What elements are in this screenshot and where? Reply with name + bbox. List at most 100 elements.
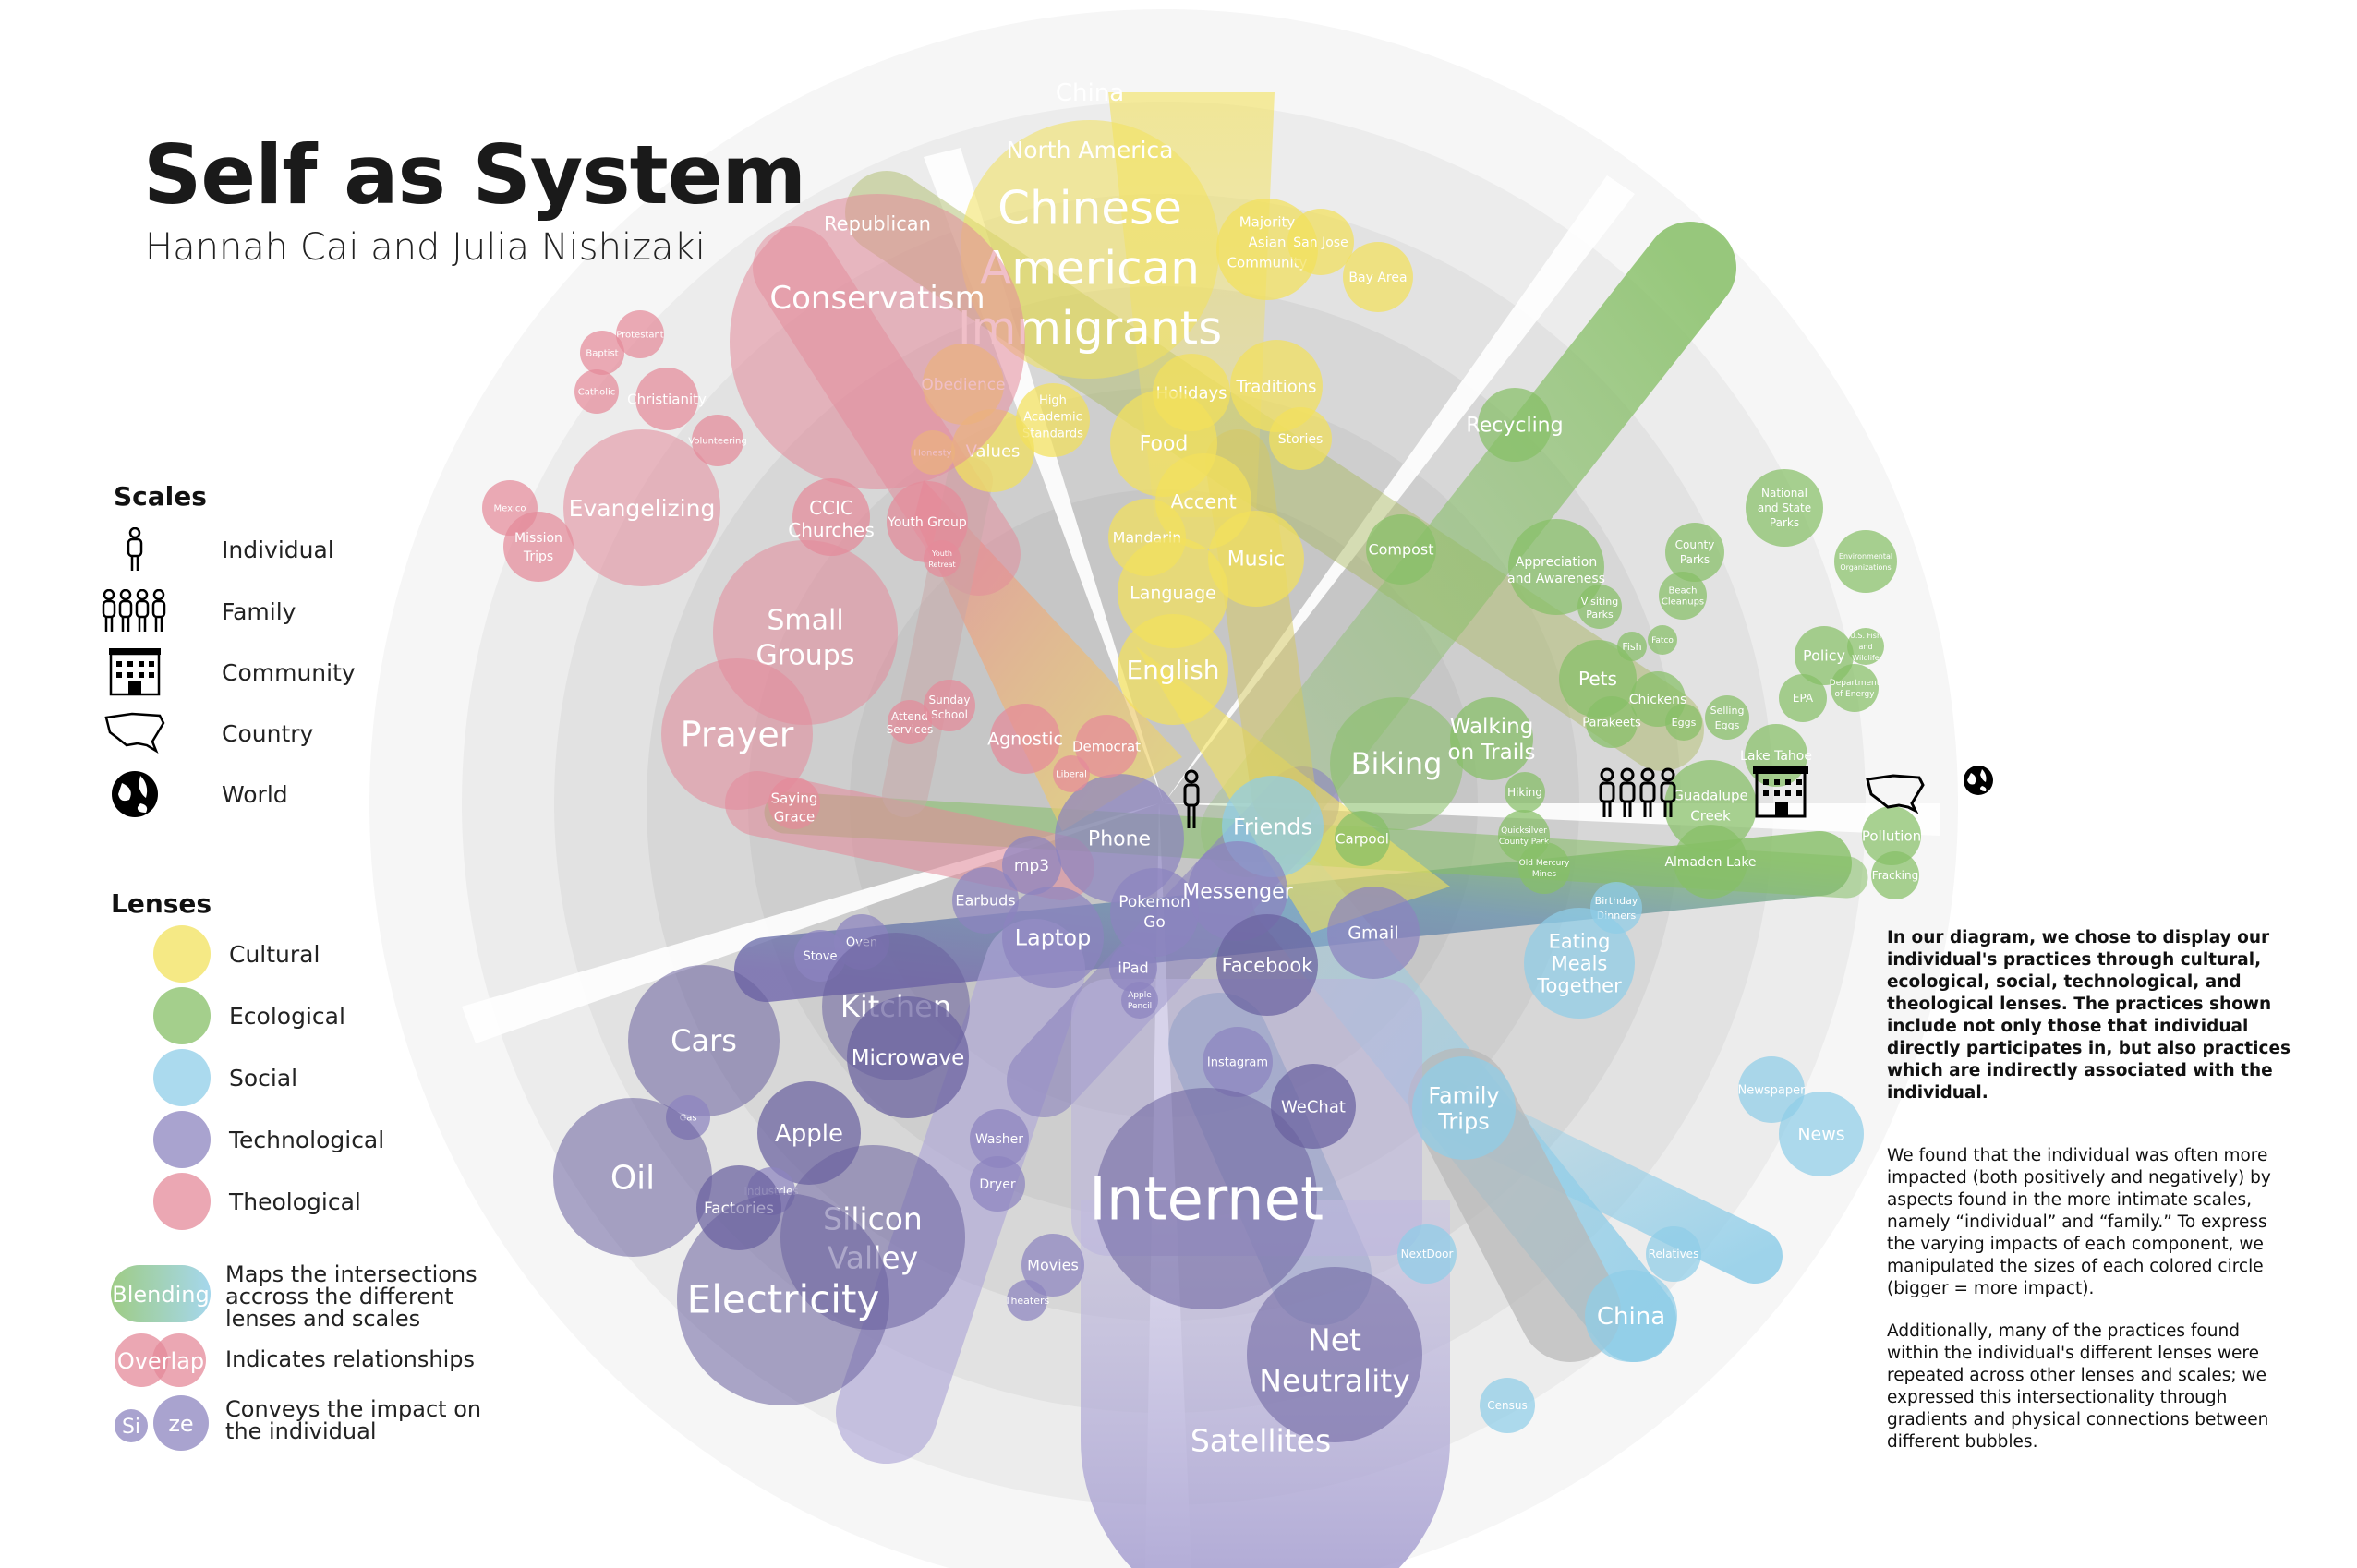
cultural-bubble-label: China bbox=[1056, 79, 1124, 107]
theological-bubble-label: Youth bbox=[931, 549, 952, 558]
ecological-bubble-label: Hiking bbox=[1507, 786, 1542, 799]
ecological-bubble-label: Pollution bbox=[1862, 827, 1921, 844]
social-bubble-label: Birthday bbox=[1595, 895, 1638, 907]
social-bubble-label: News bbox=[1797, 1125, 1844, 1145]
ecological-bubble bbox=[1831, 664, 1879, 712]
scale-country: Country bbox=[92, 706, 313, 761]
globe-icon bbox=[1964, 766, 1993, 795]
theological-bubble-label: Mission bbox=[514, 531, 562, 546]
lens-swatch bbox=[153, 1173, 211, 1230]
usa-map-icon bbox=[1866, 774, 1925, 814]
technological-bubble-label: Facebook bbox=[1222, 954, 1314, 976]
ecological-bubble-label: EPA bbox=[1793, 692, 1814, 705]
technological-bubble-label: Internet bbox=[1089, 1165, 1324, 1234]
cultural-bubble-label: English bbox=[1126, 655, 1219, 685]
ecological-bubble bbox=[1478, 388, 1552, 462]
theological-bubble bbox=[730, 194, 1025, 489]
ecological-bubble bbox=[1862, 806, 1921, 865]
cultural-bubble-label: Bay Area bbox=[1348, 271, 1407, 285]
ecological-bubble-label: Selling bbox=[1710, 705, 1745, 717]
ecological-bubble-label: and State bbox=[1758, 501, 1811, 514]
social-bubble-label: Newspaper bbox=[1738, 1084, 1807, 1098]
cultural-bubble bbox=[1343, 242, 1413, 312]
ecological-bubble bbox=[1518, 842, 1570, 894]
size-sample-small: Si bbox=[122, 1416, 140, 1439]
theological-bubble-label: Protestant bbox=[616, 331, 664, 341]
theological-bubble-label: Catholic bbox=[578, 388, 616, 398]
social-bubble bbox=[1480, 1378, 1535, 1433]
ecological-bubble bbox=[1450, 697, 1533, 780]
technological-bubble-label: Dryer bbox=[979, 1177, 1015, 1192]
ecological-bubble-label: Lake Tahoe bbox=[1740, 749, 1812, 764]
cultural-bubble-label: Music bbox=[1227, 549, 1286, 572]
technological-bubble-label: Pencil bbox=[1128, 1002, 1152, 1011]
technological-bubble bbox=[1247, 1267, 1422, 1442]
size-sample-large: ze bbox=[168, 1411, 193, 1437]
theological-bubble-label: Liberal bbox=[1056, 770, 1087, 780]
ecological-bubble-label: Fatco bbox=[1651, 636, 1674, 645]
ecological-bubble-label: National bbox=[1761, 487, 1807, 500]
description-paragraph-3: Additionally, many of the practices foun… bbox=[1887, 1321, 2269, 1452]
person-icon bbox=[1183, 769, 1200, 828]
theological-bubble-label: Democrat bbox=[1072, 738, 1141, 754]
building-icon bbox=[92, 645, 177, 700]
ecological-bubble-label: Chickens bbox=[1629, 693, 1687, 707]
technological-bubble-label: Go bbox=[1143, 913, 1166, 932]
lens-theological: Theological bbox=[153, 1173, 361, 1230]
scale-label: Country bbox=[222, 719, 314, 747]
theological-bubble-label: Retreat bbox=[928, 561, 955, 569]
cultural-bubble-label: Accent bbox=[1170, 490, 1237, 513]
cultural-bubble-label: Stories bbox=[1278, 432, 1324, 447]
authors: Hannah Cai and Julia Nishizaki bbox=[145, 226, 706, 269]
cultural-bubble-label: American bbox=[980, 242, 1200, 296]
cultural-bubble bbox=[1269, 407, 1332, 470]
theological-bubble bbox=[888, 700, 932, 744]
social-bubble bbox=[1585, 1270, 1677, 1362]
lens-cultural: Cultural bbox=[153, 925, 320, 983]
technological-bubble bbox=[553, 1098, 712, 1257]
technological-bubble-label: Net bbox=[1308, 1322, 1361, 1358]
theological-bubble-label: Services bbox=[887, 723, 934, 736]
theological-bubble-label: Churches bbox=[788, 519, 875, 541]
overlap-sample-text: Overlap bbox=[117, 1348, 204, 1374]
lens-swatch bbox=[153, 1049, 211, 1106]
social-bubble-label: China bbox=[1597, 1303, 1665, 1331]
ecological-bubble-label: Department bbox=[1830, 679, 1880, 688]
lens-label: Theological bbox=[229, 1188, 361, 1215]
technological-bubble-label: Cars bbox=[671, 1023, 737, 1058]
technological-bubble-label: Instagram bbox=[1207, 1056, 1268, 1070]
cultural-bubble-label: Traditions bbox=[1235, 377, 1316, 396]
lens-swatch bbox=[153, 1111, 211, 1168]
theological-bubble-label: Agnostic bbox=[987, 730, 1063, 750]
ecological-bubble bbox=[1674, 825, 1747, 899]
theological-bubble bbox=[616, 310, 664, 358]
ecological-bubble-label: Cleanups bbox=[1662, 597, 1704, 608]
social-bubble bbox=[1779, 1092, 1864, 1176]
cultural-bubble bbox=[1287, 209, 1354, 275]
ecological-bubble bbox=[1664, 760, 1757, 852]
social-bubble-label: Eating bbox=[1549, 930, 1611, 952]
scales-heading: Scales bbox=[114, 481, 207, 512]
theological-bubble-label: Republican bbox=[824, 212, 931, 235]
ecological-bubble-label: and bbox=[1858, 643, 1872, 651]
theological-bubble-label: Evangelizing bbox=[569, 495, 716, 522]
theological-bubble-label: CCIC bbox=[809, 497, 853, 519]
technological-bubble-label: Pokemon bbox=[1118, 893, 1190, 911]
description-paragraph-1: In our diagram, we chose to display our … bbox=[1887, 928, 2291, 1103]
technological-bubble-label: iPad bbox=[1118, 959, 1148, 977]
technological-bubble-label: Phone bbox=[1088, 828, 1151, 851]
technological-bubble-label: Satellites bbox=[1191, 1423, 1331, 1459]
ecological-bubble bbox=[1665, 523, 1724, 582]
technological-bubble bbox=[1110, 868, 1199, 957]
technological-bubble-label: Apple bbox=[775, 1120, 843, 1148]
theological-bubble-label: Prayer bbox=[681, 714, 794, 754]
theological-bubble-label: Mexico bbox=[494, 504, 526, 514]
social-bubble bbox=[1646, 1226, 1701, 1282]
cultural-bubble-label: Language bbox=[1130, 584, 1216, 604]
ecological-bubble-label: County bbox=[1675, 538, 1715, 551]
ecological-bubble-label: Parks bbox=[1586, 609, 1614, 621]
social-bubble-label: Together bbox=[1536, 974, 1622, 996]
ecological-bubble-label: Beach bbox=[1669, 586, 1698, 597]
cultural-bubble-label: Community bbox=[1227, 254, 1308, 271]
ecological-bubble-label: Guadalupe bbox=[1673, 787, 1747, 803]
